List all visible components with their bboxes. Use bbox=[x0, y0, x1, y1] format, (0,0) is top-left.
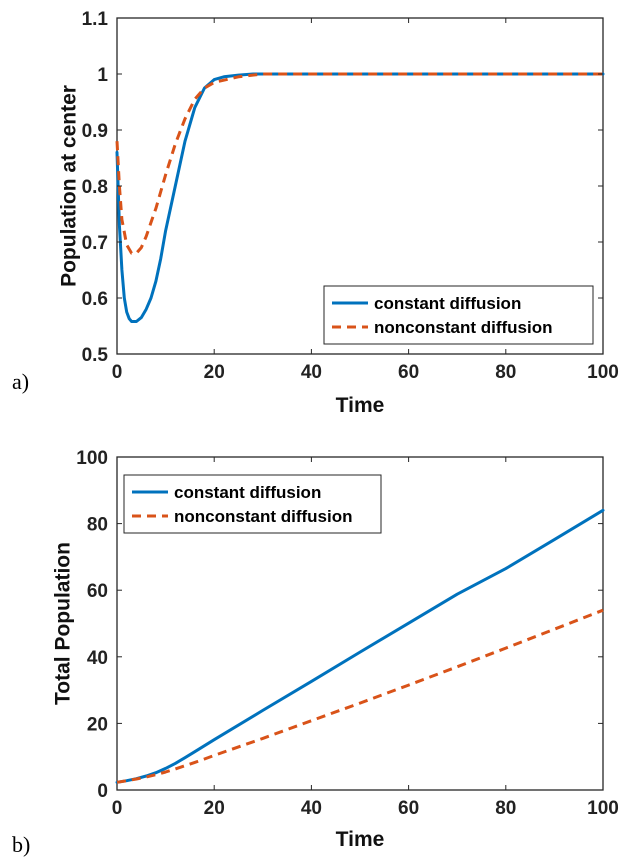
chart-a-x-tick-label: 40 bbox=[301, 362, 322, 383]
chart-b-x-axis-label: Time bbox=[336, 828, 385, 851]
chart-a-x-axis-label: Time bbox=[336, 394, 385, 417]
chart-a: 0 20 40 60 80 100 0.5 0.6 0.7 0.8 0.9 1 1.1 constant… bbox=[12, 9, 619, 417]
chart-a-legend-label-constant: constant diffusion bbox=[374, 294, 521, 313]
chart-a-y-tick-label: 0.5 bbox=[82, 345, 109, 366]
chart-b-legend-label-constant: constant diffusion bbox=[174, 483, 321, 502]
chart-b-x-tick-label: 40 bbox=[301, 798, 322, 819]
chart-a-y-tick-label: 1 bbox=[97, 65, 108, 86]
chart-a-y-tick-label: 0.8 bbox=[82, 177, 108, 198]
chart-a-y-tick-label: 0.6 bbox=[82, 289, 108, 310]
chart-a-y-tick-label: 0.9 bbox=[82, 121, 108, 142]
chart-a-y-axis-label: Population at center bbox=[57, 85, 80, 287]
chart-b-x-tick-label: 60 bbox=[398, 798, 419, 819]
chart-a-legend: constant diffusion nonconstant diffusion bbox=[323, 285, 594, 345]
chart-a-x-tick-label: 60 bbox=[398, 362, 419, 383]
chart-b-y-tick-label: 60 bbox=[87, 581, 108, 602]
chart-a-legend-box bbox=[323, 285, 594, 345]
chart-a-x-tick-label: 0 bbox=[112, 362, 123, 383]
chart-b-legend: constant diffusion nonconstant diffusion bbox=[123, 474, 382, 534]
chart-b-series-constant-line bbox=[115, 508, 605, 784]
chart-b-panel-label: b) bbox=[12, 832, 30, 857]
chart-a-x-tick-label: 80 bbox=[495, 362, 516, 383]
chart-b-y-tick-label: 100 bbox=[76, 448, 108, 469]
chart-a-x-tick-label: 100 bbox=[587, 362, 619, 383]
chart-b-y-axis-label: Total Population bbox=[51, 542, 74, 705]
chart-b-series-nonconstant-line bbox=[116, 608, 604, 784]
chart-b-legend-label-nonconstant: nonconstant diffusion bbox=[174, 507, 352, 526]
chart-b-y-tick-label: 80 bbox=[87, 515, 108, 536]
chart-a-panel-label: a) bbox=[12, 369, 29, 394]
chart-b-y-tick-label: 40 bbox=[87, 648, 108, 669]
chart-b-y-tick-label: 20 bbox=[87, 714, 108, 735]
chart-b-legend-box bbox=[123, 474, 382, 534]
chart-a-x-tick-label: 20 bbox=[204, 362, 225, 383]
chart-b-x-tick-label: 100 bbox=[587, 798, 619, 819]
chart-a-legend-label-nonconstant: nonconstant diffusion bbox=[374, 318, 552, 337]
chart-b-x-tick-label: 0 bbox=[112, 798, 123, 819]
chart-a-y-tick-label: 0.7 bbox=[82, 233, 108, 254]
chart-a-y-tick-label: 1.1 bbox=[82, 9, 109, 30]
chart-b: 0 20 40 60 80 100 0 20 40 60 80 100 constant diffus… bbox=[12, 448, 619, 857]
chart-a-series-constant-line bbox=[115, 72, 605, 323]
chart-b-y-tick-label: 0 bbox=[97, 781, 108, 802]
chart-b-x-tick-label: 80 bbox=[495, 798, 516, 819]
chart-b-x-tick-label: 20 bbox=[204, 798, 225, 819]
chart-a-series-nonconstant-line bbox=[115, 72, 603, 255]
